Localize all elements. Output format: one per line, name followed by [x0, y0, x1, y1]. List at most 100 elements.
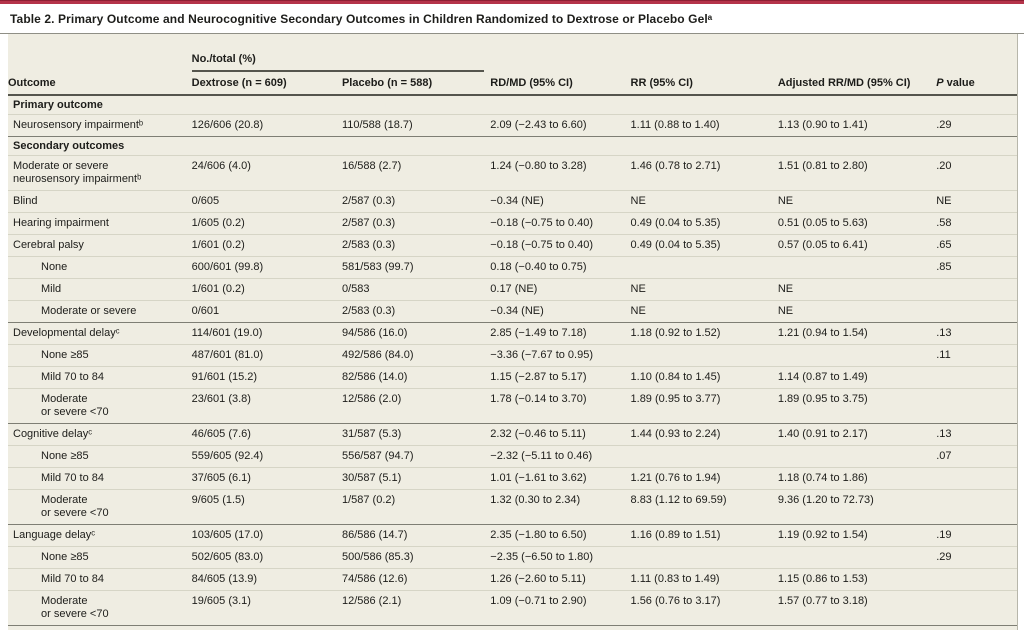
- value-cell: 0/601: [191, 300, 342, 323]
- value-cell: 1.89 (0.95 to 3.75): [777, 388, 937, 424]
- column-header-rd-md: RD/MD (95% CI): [490, 72, 631, 96]
- column-header-placebo: Placebo (n = 588): [341, 72, 491, 96]
- value-cell: 31/587 (5.3): [341, 423, 491, 446]
- value-cell: [936, 300, 1017, 323]
- value-cell: 2.85 (−1.49 to 7.18): [490, 322, 631, 345]
- table-title: Table 2. Primary Outcome and Neurocognit…: [10, 12, 713, 26]
- value-cell: 114/601 (19.0): [191, 322, 342, 345]
- value-cell: NE: [630, 190, 778, 213]
- value-cell: .02: [936, 625, 1017, 630]
- value-cell: 0/605: [191, 190, 342, 213]
- value-cell: 581/583 (99.7): [341, 256, 491, 279]
- value-cell: 30/587 (5.1): [341, 467, 491, 490]
- p-value-italic: P: [936, 77, 944, 89]
- table-row: Cerebral palsy 1/601 (0.2) 2/583 (0.3) −0.1…: [8, 234, 1017, 257]
- section-label: Primary outcome: [8, 94, 1017, 115]
- column-header-outcome: Outcome: [8, 72, 192, 96]
- table-row: Language delayᶜ 103/605 (17.0) 86/586 (14.…: [8, 524, 1017, 547]
- value-cell: 1.11 (0.88 to 1.40): [630, 114, 778, 137]
- outcome-label: Hearing impairment: [8, 212, 192, 235]
- value-cell: .20: [936, 155, 1017, 191]
- value-cell: 1.10 (0.84 to 1.45): [630, 366, 778, 389]
- table-row: Neurosensory impairmentᵇ 126/606 (20.8) 11…: [8, 114, 1017, 137]
- value-cell: NE: [777, 190, 937, 213]
- value-cell: .13: [936, 322, 1017, 345]
- value-cell: 3.66 (1.22 to 10.98): [630, 625, 778, 630]
- value-cell: 2/583 (0.3): [341, 234, 491, 257]
- value-cell: [777, 445, 937, 468]
- table-row: None 600/601 (99.8) 581/583 (99.7) 0.18 (−0…: [8, 256, 1017, 279]
- value-cell: NE: [936, 190, 1017, 213]
- outcome-label: Cognitive delayᶜ: [8, 423, 192, 446]
- table-row: Moderate or severe neurosensory impairme…: [8, 155, 1017, 191]
- table-row: None ≥85 559/605 (92.4) 556/587 (94.7) −2.3…: [8, 445, 1017, 468]
- value-cell: 1.81 (0.40 to 3.23): [490, 625, 631, 630]
- table-body: Primary outcome Neurosensory impairmentᵇ 1…: [8, 94, 1017, 630]
- value-cell: 1.32 (0.30 to 2.34): [490, 489, 631, 525]
- value-cell: 126/606 (20.8): [191, 114, 342, 137]
- value-cell: [936, 568, 1017, 591]
- table-row: None ≥85 502/605 (83.0) 500/586 (85.3) −2.3…: [8, 546, 1017, 569]
- value-cell: 492/586 (84.0): [341, 344, 491, 367]
- value-cell: 1.18 (0.74 to 1.86): [777, 467, 937, 490]
- outcome-label: Mild 70 to 84: [8, 568, 192, 591]
- outcome-label: Moderate or severe <70: [8, 489, 192, 525]
- column-header-dextrose: Dextrose (n = 609): [191, 72, 342, 96]
- value-cell: 1.15 (−2.87 to 5.17): [490, 366, 631, 389]
- value-cell: 1.51 (0.81 to 2.80): [777, 155, 937, 191]
- group-header-label: No./total (%): [191, 53, 485, 72]
- outcome-label: None ≥85: [8, 546, 192, 569]
- value-cell: 24/606 (4.0): [191, 155, 342, 191]
- value-cell: 1.46 (0.78 to 2.71): [630, 155, 778, 191]
- outcome-label: None ≥85: [8, 344, 192, 367]
- group-header-spacer: [490, 34, 1017, 72]
- value-cell: 91/601 (15.2): [191, 366, 342, 389]
- value-cell: 1.13 (0.90 to 1.41): [777, 114, 937, 137]
- value-cell: 1.40 (0.91 to 2.17): [777, 423, 937, 446]
- value-cell: NE: [630, 300, 778, 323]
- value-cell: 1.19 (0.92 to 1.54): [777, 524, 937, 547]
- value-cell: 3.79 (1.27 to 11.32): [777, 625, 937, 630]
- value-cell: [936, 366, 1017, 389]
- table-row: None ≥85 487/601 (81.0) 492/586 (84.0) −3.3…: [8, 344, 1017, 367]
- value-cell: 600/601 (99.8): [191, 256, 342, 279]
- table-row: Moderate or severe <70 23/601 (3.8) 12/586…: [8, 388, 1017, 424]
- column-header-p-value: P value: [936, 72, 1017, 96]
- value-cell: 1.16 (0.89 to 1.51): [630, 524, 778, 547]
- value-cell: [936, 467, 1017, 490]
- value-cell: .11: [936, 344, 1017, 367]
- value-cell: 487/601 (81.0): [191, 344, 342, 367]
- table-row: Mild 70 to 84 84/605 (13.9) 74/586 (12.6) 1…: [8, 568, 1017, 591]
- table-title-strip: Table 2. Primary Outcome and Neurocognit…: [0, 4, 1024, 34]
- value-cell: 15/601 (2.5): [191, 625, 342, 630]
- value-cell: 12/586 (2.1): [341, 590, 491, 626]
- outcome-label: Cerebral palsy: [8, 234, 192, 257]
- outcome-label: Mild 70 to 84: [8, 467, 192, 490]
- table-row: Cognitive delayᶜ 46/605 (7.6) 31/587 (5.3)…: [8, 423, 1017, 446]
- value-cell: .58: [936, 212, 1017, 235]
- value-cell: .65: [936, 234, 1017, 257]
- value-cell: 1.09 (−0.71 to 2.90): [490, 590, 631, 626]
- value-cell: 0.51 (0.05 to 5.63): [777, 212, 937, 235]
- value-cell: −0.34 (NE): [490, 190, 631, 213]
- value-cell: [777, 344, 937, 367]
- outcome-label: None: [8, 256, 192, 279]
- value-cell: 0.18 (−0.40 to 0.75): [490, 256, 631, 279]
- column-header-adjusted: Adjusted RR/MD (95% CI): [777, 72, 937, 96]
- value-cell: .29: [936, 114, 1017, 137]
- value-cell: 1.57 (0.77 to 3.18): [777, 590, 937, 626]
- table-row: Hearing impairment 1/605 (0.2) 2/587 (0.3)…: [8, 212, 1017, 235]
- value-cell: 2.35 (−1.80 to 6.50): [490, 524, 631, 547]
- value-cell: .13: [936, 423, 1017, 446]
- value-cell: 559/605 (92.4): [191, 445, 342, 468]
- column-header-row: Outcome Dextrose (n = 609) Placebo (n = …: [8, 72, 1017, 96]
- table-row: Blind 0/605 2/587 (0.3) −0.34 (NE) NE NE NE: [8, 190, 1017, 213]
- value-cell: 502/605 (83.0): [191, 546, 342, 569]
- value-cell: −0.34 (NE): [490, 300, 631, 323]
- value-cell: [936, 388, 1017, 424]
- value-cell: 37/605 (6.1): [191, 467, 342, 490]
- value-cell: 1.24 (−0.80 to 3.28): [490, 155, 631, 191]
- table-row: Mild 70 to 84 91/601 (15.2) 82/586 (14.0) 1…: [8, 366, 1017, 389]
- value-cell: 94/586 (16.0): [341, 322, 491, 345]
- value-cell: 0/583: [341, 278, 491, 301]
